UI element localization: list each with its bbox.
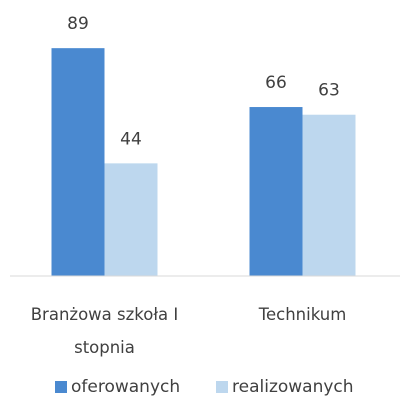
- legend-swatch: [55, 381, 67, 393]
- x-tick-label: Technikum: [258, 305, 347, 324]
- bar: [302, 114, 356, 276]
- data-label: 89: [67, 14, 89, 34]
- bar: [249, 107, 303, 276]
- data-label: 44: [120, 129, 142, 149]
- legend-swatch: [216, 381, 228, 393]
- x-tick-label: Branżowa szkoła I stopnia: [30, 305, 179, 357]
- data-label: 66: [265, 73, 287, 93]
- data-label: 63: [318, 81, 340, 101]
- legend-label: oferowanych: [71, 377, 180, 397]
- bar: [104, 163, 158, 276]
- legend-label: realizowanych: [232, 377, 354, 397]
- bar: [51, 48, 105, 276]
